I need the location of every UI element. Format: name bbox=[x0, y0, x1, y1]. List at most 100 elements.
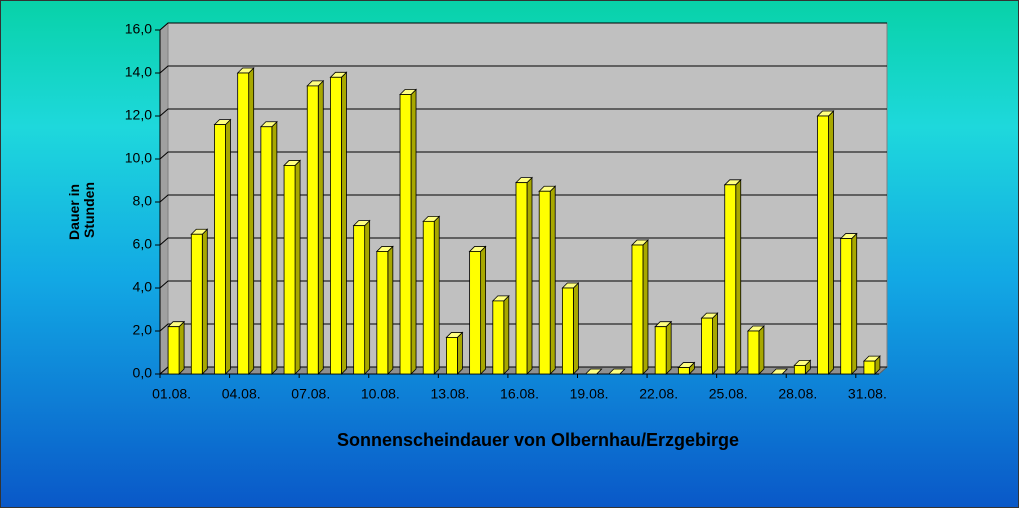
bar bbox=[862, 355, 881, 375]
bar bbox=[352, 219, 371, 375]
bar-face bbox=[758, 325, 765, 375]
bar-face bbox=[422, 220, 435, 375]
y-tick-label: 6,0 bbox=[133, 236, 153, 252]
bar bbox=[677, 361, 696, 375]
bar-face bbox=[840, 238, 853, 375]
bar bbox=[816, 110, 835, 375]
bar-face bbox=[712, 312, 718, 375]
bar-face bbox=[376, 251, 389, 375]
bar bbox=[793, 359, 812, 375]
bar-face bbox=[201, 228, 208, 375]
bar bbox=[631, 239, 649, 375]
bar-face bbox=[330, 76, 342, 375]
bar bbox=[723, 178, 742, 375]
chart-title: Sonnenscheindauer von Olbernhau/Erzgebir… bbox=[337, 430, 739, 450]
bar bbox=[399, 88, 417, 375]
bar-face bbox=[469, 251, 482, 375]
grid-line bbox=[159, 237, 887, 246]
bar-face bbox=[457, 331, 463, 375]
bar-face bbox=[828, 110, 834, 375]
bar bbox=[283, 159, 302, 375]
grid-line bbox=[159, 194, 887, 203]
y-axis-label: Dauer in Stunden bbox=[66, 180, 97, 240]
bar-face bbox=[747, 330, 760, 375]
bar bbox=[770, 368, 789, 375]
bar bbox=[329, 71, 348, 375]
bar-face bbox=[526, 176, 533, 375]
bar bbox=[190, 228, 209, 375]
bar-face bbox=[167, 326, 180, 375]
bar-face bbox=[503, 294, 510, 375]
bar-face bbox=[538, 190, 551, 375]
bar-face bbox=[561, 287, 574, 375]
bar bbox=[306, 79, 325, 375]
bar-face bbox=[677, 367, 690, 375]
bar-face bbox=[793, 364, 806, 375]
bar-face bbox=[607, 368, 626, 375]
y-tick-label: 0,0 bbox=[133, 365, 153, 381]
bar-face bbox=[665, 320, 672, 375]
bar bbox=[491, 294, 510, 375]
bar-face bbox=[492, 300, 505, 375]
bar-face bbox=[306, 85, 319, 375]
bar bbox=[584, 368, 603, 375]
y-tick-label: 4,0 bbox=[133, 279, 153, 295]
bar-face bbox=[225, 118, 231, 375]
bar-face bbox=[387, 245, 394, 375]
bar-face bbox=[572, 282, 579, 375]
bar-face bbox=[317, 79, 324, 375]
y-axis-label-line: Dauer in bbox=[66, 184, 82, 240]
bar-face bbox=[271, 120, 278, 375]
grid-line bbox=[159, 108, 887, 117]
bar-face bbox=[190, 233, 203, 375]
x-tick-label: 01.08. bbox=[152, 386, 191, 402]
bar-face bbox=[480, 245, 487, 375]
bar-face bbox=[549, 185, 556, 375]
bar-face bbox=[631, 244, 644, 375]
bar-face bbox=[237, 72, 250, 375]
x-tick-label: 16.08. bbox=[500, 386, 539, 402]
x-tick-label: 04.08. bbox=[222, 386, 261, 402]
bar-face bbox=[248, 67, 255, 375]
bar bbox=[167, 320, 186, 375]
bar bbox=[375, 245, 394, 375]
bar bbox=[839, 232, 858, 375]
x-tick-label: 13.08. bbox=[430, 386, 469, 402]
bar-face bbox=[654, 326, 667, 375]
bar-face bbox=[724, 184, 737, 375]
x-tick-label: 07.08. bbox=[291, 386, 330, 402]
bar bbox=[445, 331, 464, 375]
bar-face bbox=[433, 215, 440, 375]
bar-face bbox=[260, 126, 273, 375]
bar-face bbox=[770, 368, 789, 375]
bar-face bbox=[701, 317, 713, 375]
bar-face bbox=[851, 232, 858, 375]
x-tick-label: 22.08. bbox=[639, 386, 678, 402]
bar bbox=[422, 215, 441, 375]
bar-face bbox=[294, 159, 301, 375]
bar-face bbox=[817, 115, 829, 375]
grid-line bbox=[159, 65, 887, 74]
bar bbox=[538, 185, 557, 375]
bar-face bbox=[178, 320, 185, 375]
x-tick-label: 28.08. bbox=[778, 386, 817, 402]
bar-face bbox=[584, 368, 603, 375]
bar-face bbox=[446, 337, 458, 375]
x-tick-label: 31.08. bbox=[848, 386, 887, 402]
bar-face bbox=[515, 182, 528, 375]
y-tick-label: 14,0 bbox=[125, 64, 152, 80]
y-axis-label-line: Stunden bbox=[81, 182, 97, 238]
y-tick-label: 12,0 bbox=[125, 107, 152, 123]
bar-face bbox=[341, 71, 347, 375]
bar bbox=[746, 325, 765, 375]
bar-face bbox=[283, 165, 296, 375]
bar bbox=[213, 118, 232, 375]
y-tick-label: 16,0 bbox=[125, 21, 152, 37]
x-tick-label: 10.08. bbox=[361, 386, 400, 402]
y-tick-label: 8,0 bbox=[133, 193, 153, 209]
x-tick-label: 19.08. bbox=[570, 386, 609, 402]
bar-face bbox=[863, 360, 876, 375]
bar-face bbox=[214, 124, 226, 375]
bar bbox=[236, 67, 255, 375]
